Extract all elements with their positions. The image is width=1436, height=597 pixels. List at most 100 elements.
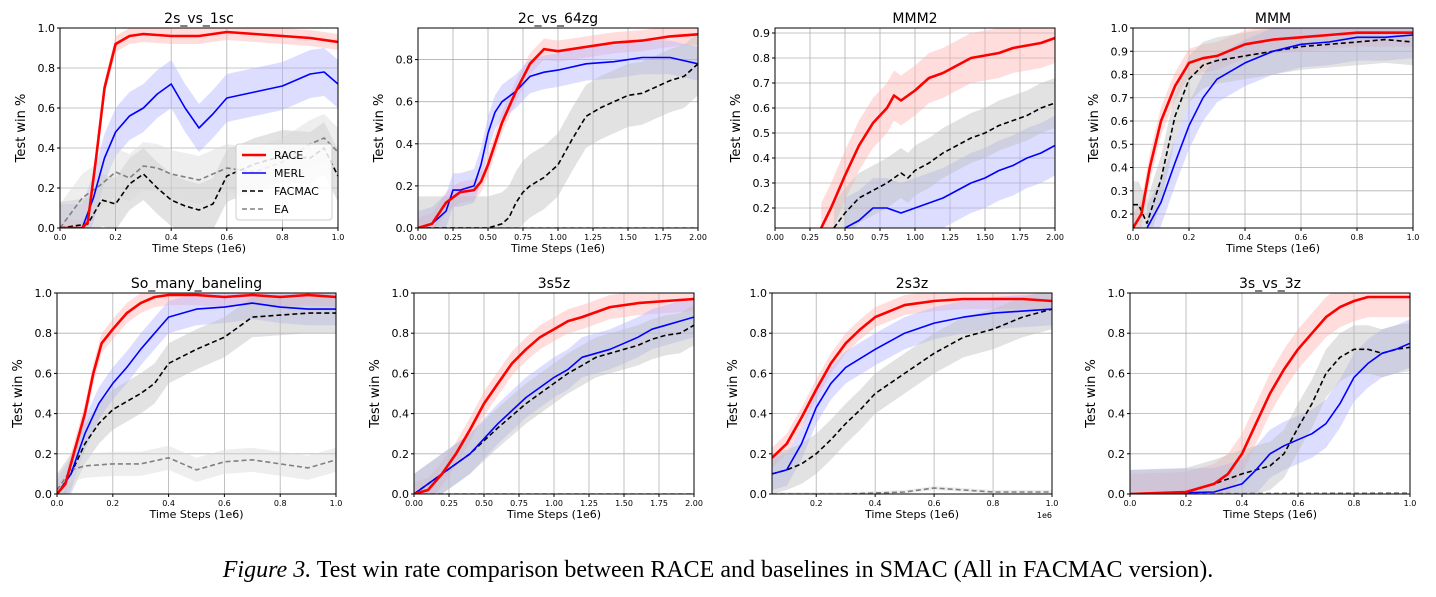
y-tick-label: 0.0 (35, 488, 53, 501)
caption-text: Test win rate comparison between RACE an… (316, 557, 1214, 583)
legend-label-merl: MERL (274, 167, 305, 180)
x-tick-label: 0.0 (51, 499, 64, 508)
x-tick-label: 1.50 (976, 233, 994, 242)
x-tick-label: 0.4 (1239, 233, 1252, 242)
y-tick-label: 0.4 (396, 138, 414, 151)
y-tick-label: 0.4 (753, 152, 771, 165)
x-tick-label: 0.4 (162, 499, 175, 508)
x-tick-label: 0.50 (836, 233, 854, 242)
band-facmac (418, 32, 698, 228)
y-tick-label: 0.2 (1108, 448, 1126, 461)
x-tick-label: 1.0 (332, 233, 345, 242)
series-line-facmac (418, 63, 698, 228)
x-tick-label: 1.75 (654, 233, 672, 242)
y-tick-label: 0.2 (1111, 208, 1129, 221)
x-tick-label: 0.8 (987, 499, 1000, 508)
series-line-facmac (60, 147, 338, 228)
band-merl (414, 297, 694, 494)
y-tick-label: 0.8 (750, 327, 768, 340)
band-merl (57, 293, 336, 494)
y-tick-label: 0.6 (1108, 367, 1126, 380)
x-axis-label: Time Steps (1e6) (1222, 508, 1317, 521)
x-tick-label: 0.75 (514, 233, 532, 242)
band-merl (60, 48, 338, 228)
x-tick-label: 0.6 (1295, 233, 1308, 242)
y-tick-label: 0.8 (392, 327, 410, 340)
legend: RACE MERL FACMAC EA (235, 143, 333, 221)
subplot-title: 3s_vs_3z (1239, 276, 1301, 292)
x-tick-label: 0.6 (218, 499, 231, 508)
y-axis-label: Test win % (726, 359, 741, 429)
series-line-facmac (1130, 346, 1410, 494)
series-line-race (1130, 295, 1410, 494)
y-tick-label: 0.0 (750, 488, 768, 501)
y-tick-label: 0.2 (753, 202, 771, 215)
subplot-6: 0.2 0.4 0.6 0.8 1.0 0.0 0.2 0.4 0.6 0.8 1.0 1e6 2s3z… (726, 276, 1058, 521)
band-merl (1147, 28, 1413, 228)
y-tick-label: 0.6 (753, 102, 771, 115)
figure: 0.0 0.2 0.4 0.6 0.8 1.0 0.0 0.2 0.4 0.6 0.8 1.0 2s_v… (11, 11, 1419, 521)
x-tick-label: 1.0 (1046, 499, 1059, 508)
plot-frame (1132, 27, 1414, 229)
y-tick-label: 0.6 (35, 367, 53, 380)
y-tick-label: 0.8 (35, 327, 53, 340)
y-tick-label: 1.0 (750, 287, 768, 300)
series-line-merl (57, 302, 336, 494)
x-tick-label: 0.50 (479, 233, 497, 242)
x-tick-label: 0.4 (1236, 499, 1249, 508)
series-line-race (418, 33, 698, 228)
y-tick-label: 0.8 (396, 54, 414, 67)
y-axis-label: Test win % (1087, 94, 1102, 164)
band-facmac (57, 293, 336, 494)
y-axis-label: Test win % (729, 94, 744, 164)
band-race (418, 28, 698, 228)
band-facmac (833, 78, 1055, 228)
y-tick-label: 0.4 (35, 408, 53, 421)
x-tick-label: 0.4 (165, 233, 178, 242)
plot-frame (1129, 292, 1411, 495)
x-tick-label: 2.00 (685, 499, 703, 508)
subplot-title: 3s5z (538, 276, 570, 292)
series-line-merl (414, 316, 694, 494)
legend-label-race: RACE (274, 149, 303, 162)
x-tick-label: 2.00 (689, 233, 707, 242)
y-tick-label: 0.8 (753, 52, 771, 65)
y-axis-label: Test win % (14, 94, 29, 164)
series-line-race (60, 30, 338, 228)
subplot-title: 2s_vs_1sc (164, 11, 234, 27)
y-tick-label: 0.6 (38, 102, 56, 115)
x-axis-label: Time Steps (1e6) (510, 242, 605, 255)
x-tick-label: 0.75 (510, 499, 528, 508)
x-tick-label: 0.50 (475, 499, 493, 508)
y-tick-label: 0.6 (750, 367, 768, 380)
y-tick-label: 0.5 (1111, 138, 1129, 151)
x-tick-label: 0.2 (1183, 233, 1196, 242)
series-line-race (414, 297, 694, 494)
x-tick-label: 0.6 (1292, 499, 1305, 508)
series-line-facmac (414, 324, 694, 494)
x-tick-label: 0.2 (810, 499, 823, 508)
subplot-0: 0.0 0.2 0.4 0.6 0.8 1.0 0.0 0.2 0.4 0.6 0.8 1.0 2s_v… (14, 11, 344, 255)
y-tick-label: 1.0 (392, 287, 410, 300)
x-tick-label: 0.00 (409, 233, 427, 242)
y-tick-label: 0.2 (750, 448, 768, 461)
x-tick-label: 0.25 (440, 499, 458, 508)
subplot-1: 0.00 0.25 0.50 0.75 1.00 1.25 1.50 1.75 2.00 0.0 0… (372, 11, 707, 255)
x-tick-label: 0.8 (1351, 233, 1364, 242)
x-tick-label: 0.00 (766, 233, 784, 242)
y-tick-label: 0.3 (1111, 185, 1129, 198)
band-merl (1130, 319, 1410, 494)
legend-label-ea: EA (274, 203, 289, 216)
legend-label-facmac: FACMAC (274, 185, 319, 198)
subplot-title: So_many_baneling (131, 276, 262, 292)
y-tick-label: 0.6 (1111, 115, 1129, 128)
series-line-merl (1130, 342, 1410, 494)
series-line-facmac (772, 308, 1052, 475)
y-tick-label: 0.4 (750, 408, 768, 421)
y-tick-label: 0.8 (38, 62, 56, 75)
series-line-ea (57, 456, 336, 491)
band-facmac (414, 305, 694, 494)
band-facmac (772, 293, 1052, 494)
x-tick-label: 1.00 (549, 233, 567, 242)
series-line-ea (1130, 492, 1410, 494)
